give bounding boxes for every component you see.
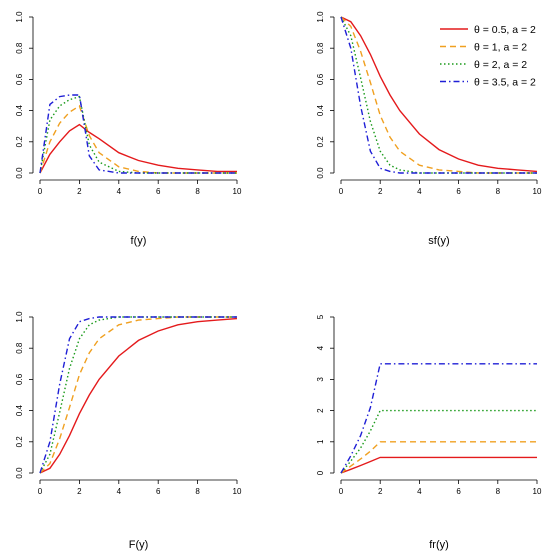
y-tick-label: 0.8 bbox=[15, 342, 24, 354]
x-tick-label: 4 bbox=[117, 487, 122, 496]
series-line-1 bbox=[340, 16, 538, 173]
y-tick-label: 0 bbox=[316, 470, 325, 475]
x-tick-label: 10 bbox=[533, 487, 542, 496]
series-line-2 bbox=[340, 16, 537, 174]
x-tick-label: 2 bbox=[378, 187, 383, 196]
chart-panel-3: 0 2 4 6 8 10 0.0 0.2 0.4 0.6 0.8 1.0 F(y) bbox=[15, 311, 242, 551]
series-line-4 bbox=[39, 94, 237, 174]
x-tick-label: 6 bbox=[456, 487, 461, 496]
x-tick-label: 4 bbox=[417, 487, 422, 496]
x-tick-label: 2 bbox=[77, 187, 82, 196]
legend-label-3: θ = 2, a = 2 bbox=[474, 59, 527, 71]
y-tick-label: 0.4 bbox=[316, 104, 325, 116]
x-tick-label: 10 bbox=[233, 187, 242, 196]
y-tick-label: 0.2 bbox=[15, 436, 24, 448]
x-tick-label: 10 bbox=[533, 187, 542, 196]
x-tick-label: 8 bbox=[195, 187, 200, 196]
x-tick-label: 8 bbox=[496, 187, 501, 196]
series-line-1 bbox=[39, 123, 237, 174]
series-line-3 bbox=[39, 95, 237, 174]
y-tick-label: 1 bbox=[316, 439, 325, 444]
y-tick-label: 1.0 bbox=[15, 11, 24, 23]
y-tick-label: 0.4 bbox=[15, 404, 24, 416]
y-tick-label: 1.0 bbox=[316, 11, 325, 23]
y-tick-label: 0.4 bbox=[15, 104, 24, 116]
series-line-2 bbox=[39, 104, 237, 174]
chart-panel-2: 0 2 4 6 8 10 0.0 0.2 0.4 0.6 0.8 1.0 sf(y) θ = 0.5, a… bbox=[316, 11, 542, 247]
x-tick-label: 4 bbox=[117, 187, 122, 196]
x-axis-label: sf(y) bbox=[428, 235, 449, 247]
x-tick-label: 0 bbox=[339, 187, 344, 196]
y-tick-label: 0.8 bbox=[15, 42, 24, 54]
x-tick-label: 6 bbox=[156, 487, 161, 496]
y-tick-label: 3 bbox=[316, 377, 325, 382]
legend-label-2: θ = 1, a = 2 bbox=[474, 42, 527, 54]
y-tick-label: 0.6 bbox=[15, 373, 24, 385]
y-tick-label: 0.2 bbox=[15, 136, 24, 148]
series-line-1 bbox=[340, 456, 537, 474]
series-line-4 bbox=[39, 316, 237, 474]
x-tick-label: 8 bbox=[195, 487, 200, 496]
y-tick-label: 2 bbox=[316, 408, 325, 413]
x-tick-label: 6 bbox=[456, 187, 461, 196]
series-line-4 bbox=[340, 16, 537, 174]
x-axis-label: f(y) bbox=[131, 235, 147, 247]
x-tick-label: 8 bbox=[496, 487, 501, 496]
series-line-4 bbox=[340, 363, 537, 474]
y-tick-label: 5 bbox=[316, 314, 325, 319]
y-tick-label: 0.0 bbox=[15, 167, 24, 179]
legend-label-4: θ = 3.5, a = 2 bbox=[474, 77, 536, 89]
series-line-3 bbox=[340, 409, 537, 474]
y-tick-label: 0.0 bbox=[15, 467, 24, 479]
x-tick-label: 2 bbox=[77, 487, 82, 496]
x-tick-label: 6 bbox=[156, 187, 161, 196]
x-tick-label: 0 bbox=[339, 487, 344, 496]
x-axis-label: F(y) bbox=[129, 539, 149, 551]
y-tick-label: 4 bbox=[316, 345, 325, 350]
y-tick-label: 1.0 bbox=[15, 311, 24, 323]
y-tick-label: 0.6 bbox=[15, 73, 24, 85]
chart-panel-1: 0 2 4 6 8 10 0.0 0.2 0.4 0.6 0.8 1.0 f(y) bbox=[15, 11, 242, 247]
legend-label-1: θ = 0.5, a = 2 bbox=[474, 24, 536, 36]
y-tick-label: 0.0 bbox=[316, 167, 325, 179]
series-line-2 bbox=[340, 441, 537, 474]
x-tick-label: 10 bbox=[233, 487, 242, 496]
x-tick-label: 2 bbox=[378, 487, 383, 496]
y-tick-label: 0.8 bbox=[316, 42, 325, 54]
chart-panel-4: 0 2 4 6 8 10 0 1 2 3 4 5 fr(y) bbox=[316, 314, 542, 551]
legend: θ = 0.5, a = 2 θ = 1, a = 2 θ = 2, a = 2 θ … bbox=[440, 24, 536, 89]
y-tick-label: 0.6 bbox=[316, 73, 325, 85]
y-tick-label: 0.2 bbox=[316, 136, 325, 148]
x-axis-label: fr(y) bbox=[429, 539, 449, 551]
x-tick-label: 4 bbox=[417, 187, 422, 196]
series-line-1 bbox=[39, 317, 238, 474]
series-line-2 bbox=[39, 316, 237, 474]
x-tick-label: 0 bbox=[38, 187, 43, 196]
x-tick-label: 0 bbox=[38, 487, 43, 496]
